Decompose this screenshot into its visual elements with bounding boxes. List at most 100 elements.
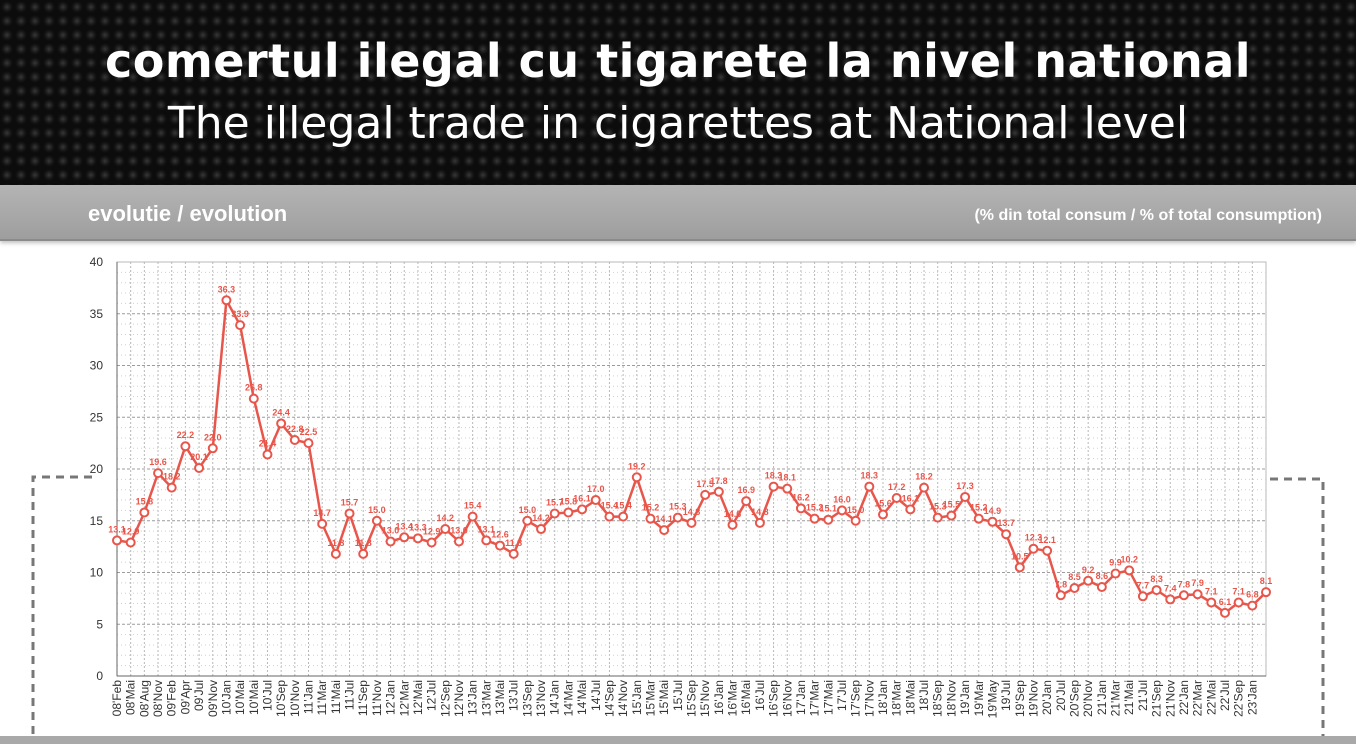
y-tick-label: 20: [90, 462, 104, 476]
x-tick-label: 12'Jan: [384, 680, 398, 715]
chart-grid: [116, 261, 1267, 677]
x-tick-label: 17'Jul: [835, 680, 849, 711]
data-label: 16.1: [573, 493, 591, 503]
x-tick-label: 14'Sep: [602, 680, 616, 717]
x-tick-label: 21'Jan: [1095, 680, 1109, 715]
data-point: [508, 548, 519, 559]
data-label: 17.2: [888, 482, 906, 492]
data-point: [371, 515, 382, 526]
data-point: [1083, 575, 1094, 586]
data-label: 14.9: [984, 506, 1002, 516]
data-label: 22.8: [286, 424, 304, 434]
data-label: 18.2: [915, 472, 933, 482]
x-tick-label: 20'Sep: [1068, 680, 1082, 717]
y-tick-label: 40: [90, 255, 104, 269]
data-point: [1261, 587, 1271, 598]
data-label: 15.5: [943, 500, 961, 510]
data-label: 18.1: [778, 473, 796, 483]
data-label: 10.2: [1120, 554, 1138, 564]
data-label: 18.3: [861, 471, 879, 481]
data-point: [495, 540, 505, 551]
x-tick-label: 21'Nov: [1163, 680, 1177, 717]
data-label: 17.3: [956, 481, 974, 491]
data-point: [1247, 600, 1258, 611]
data-point: [139, 507, 150, 518]
x-tick-label: 17'Mai: [821, 680, 835, 715]
x-tick-label: 18'Nov: [944, 680, 958, 717]
data-point: [932, 512, 943, 523]
data-label: 36.3: [218, 284, 236, 294]
data-point: [1233, 597, 1244, 608]
data-point: [1028, 543, 1039, 554]
y-tick-label: 0: [96, 669, 103, 683]
x-tick-label: 23'Jan: [1245, 680, 1259, 715]
data-label: 14.2: [532, 513, 550, 523]
x-tick-label: 12'Mar: [397, 680, 411, 716]
data-label: 15.0: [519, 505, 537, 515]
data-point: [262, 449, 273, 460]
data-point: [1110, 568, 1121, 579]
data-point: [385, 536, 396, 547]
data-label: 26.8: [245, 383, 263, 393]
data-label: 11.8: [327, 538, 344, 548]
data-point: [180, 441, 191, 452]
data-point: [440, 524, 451, 535]
x-tick-label: 11'Nov: [370, 680, 384, 716]
data-point: [303, 438, 314, 449]
data-label: 15.2: [806, 503, 824, 513]
data-label: 22.2: [177, 430, 195, 440]
data-point: [960, 491, 971, 502]
data-label: 15.2: [970, 503, 988, 513]
x-tick-label: 12'Mai: [411, 680, 425, 715]
data-point: [1219, 607, 1230, 618]
data-point: [590, 495, 601, 506]
x-tick-label: 19'Nov: [1026, 680, 1040, 717]
data-labels: 13.112.915.819.618.222.220.122.036.333.9…: [108, 284, 1272, 607]
data-label: 15.8: [560, 496, 578, 506]
data-point: [536, 524, 547, 535]
data-label: 14.8: [683, 507, 701, 517]
x-tick-label: 22'Jul: [1218, 680, 1232, 711]
data-label: 7.4: [1164, 583, 1177, 593]
x-tick-label: 09'Apr: [178, 680, 192, 714]
data-label: 24.4: [272, 407, 290, 417]
x-tick-label: 11'Jan: [302, 680, 316, 714]
data-label: 15.4: [614, 501, 632, 511]
data-label: 16.2: [792, 492, 810, 502]
data-label: 15.1: [820, 504, 838, 514]
data-point: [1069, 583, 1080, 594]
data-label: 11.8: [355, 538, 372, 548]
data-point: [1165, 594, 1176, 605]
data-label: 7.8: [1055, 579, 1068, 589]
x-tick-label: 13'Mai: [493, 680, 507, 715]
x-tick-label: 14'Mar: [561, 680, 575, 716]
data-label: 8.6: [1096, 571, 1109, 581]
x-tick-label: 17'Nov: [862, 680, 876, 717]
data-label: 13.3: [409, 522, 427, 532]
data-point: [795, 503, 806, 514]
x-tick-label: 14'Jan: [548, 680, 562, 715]
data-label: 13.1: [478, 524, 496, 534]
x-tick-label: 22'Sep: [1232, 680, 1246, 717]
data-label: 16.9: [737, 485, 755, 495]
x-tick-label: 18'Jan: [876, 680, 890, 715]
data-label: 16.0: [833, 494, 851, 504]
data-point: [1014, 562, 1025, 573]
x-tick-label: 12'Nov: [452, 680, 466, 717]
data-label: 21.4: [259, 439, 277, 449]
data-point: [618, 511, 629, 522]
data-point: [522, 515, 533, 526]
data-label: 8.1: [1260, 576, 1273, 586]
evolution-label: evolutie / evolution: [88, 201, 288, 226]
data-label: 15.7: [341, 498, 359, 508]
x-tick-label: 18'Mar: [890, 680, 904, 716]
data-point: [481, 535, 492, 546]
data-point: [741, 496, 752, 507]
data-point: [713, 486, 724, 497]
data-point: [823, 514, 834, 525]
data-point: [317, 518, 328, 529]
data-label: 6.1: [1219, 597, 1232, 607]
x-tick-label: 16'Jan: [712, 680, 726, 715]
data-point: [194, 462, 205, 473]
